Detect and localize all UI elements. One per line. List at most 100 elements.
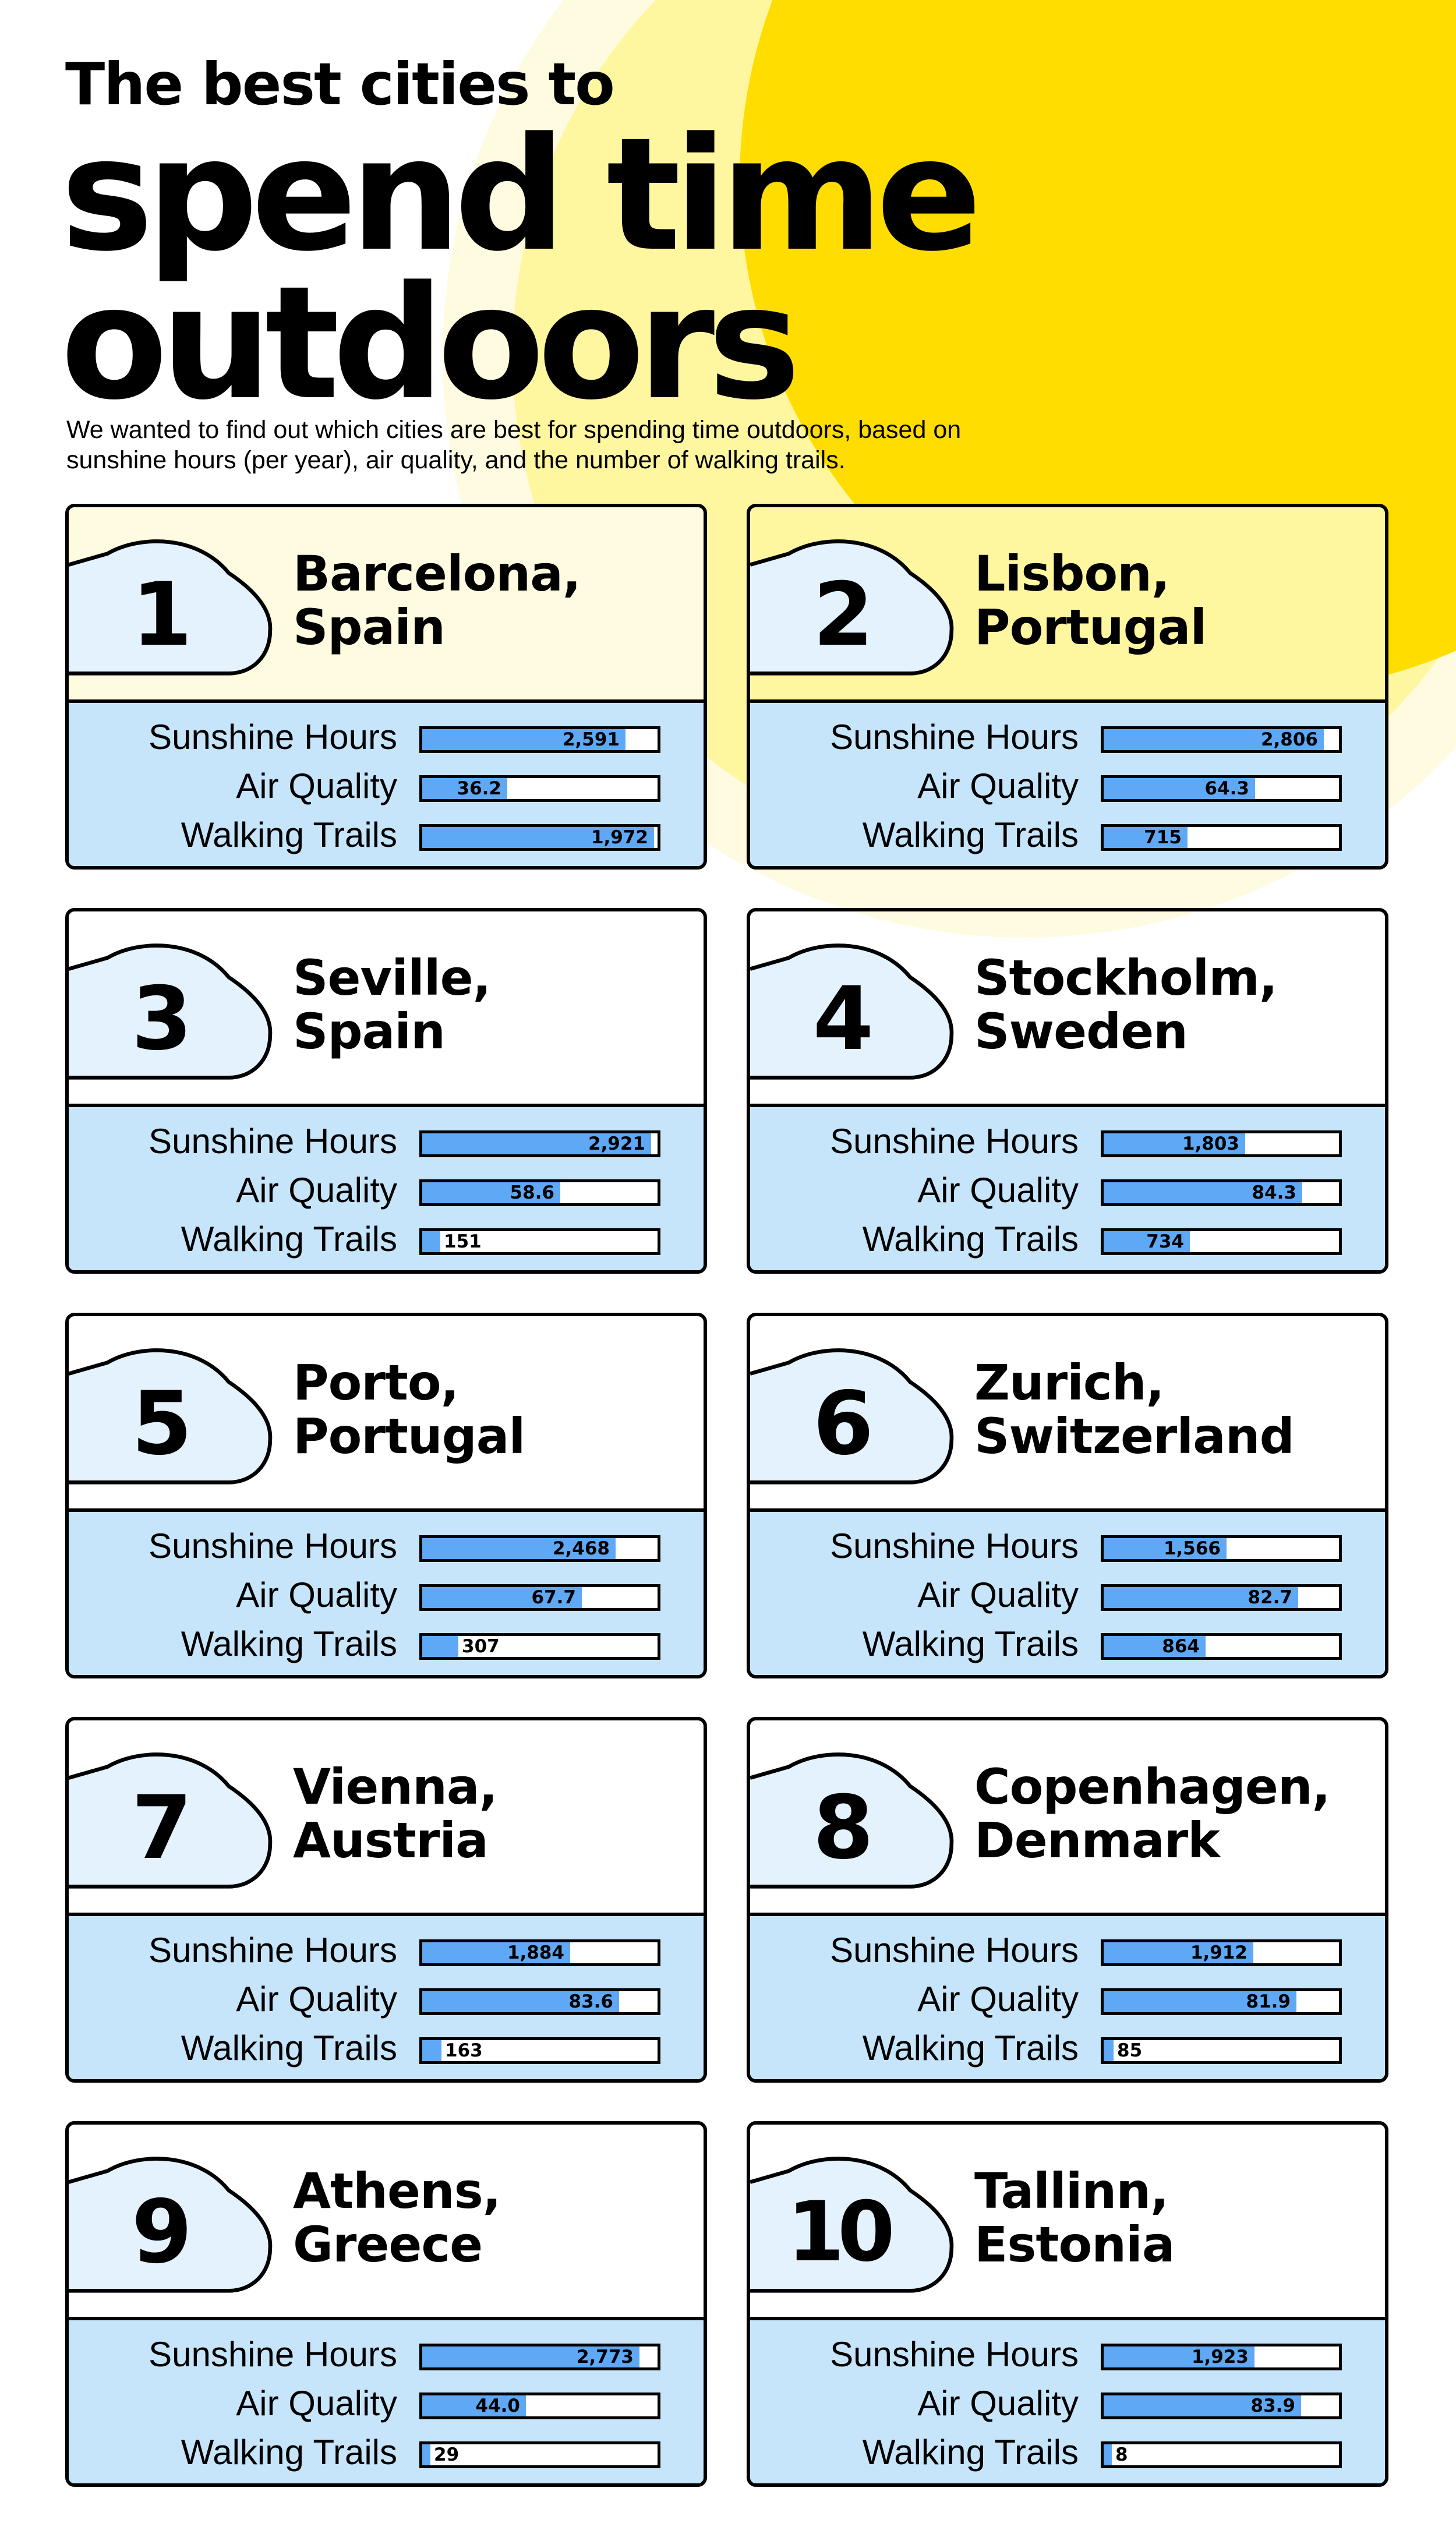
metric-row-sunshine: Sunshine Hours 1,923 xyxy=(750,2334,1385,2375)
bar-sunshine xyxy=(422,2346,639,2367)
metric-row-air: Air Quality 83.9 xyxy=(750,2383,1385,2424)
bar-trails xyxy=(1104,1231,1190,1252)
bar-track: 1,923 xyxy=(1101,2344,1342,2370)
bar-value-label: 58.6 xyxy=(510,1182,555,1203)
metric-label: Walking Trails xyxy=(862,815,1079,854)
bar-track: 67.7 xyxy=(419,1584,660,1611)
bar-track: 83.6 xyxy=(419,1988,660,2015)
bar-value-label: 64.3 xyxy=(1204,778,1250,799)
city-name-line-1: Lisbon, xyxy=(974,545,1170,602)
city-name: Athens, Greece xyxy=(293,2164,701,2271)
bar-track: 85 xyxy=(1101,2037,1342,2064)
metric-label: Walking Trails xyxy=(862,1624,1079,1663)
bar-trails xyxy=(1104,2444,1112,2465)
metric-row-trails: Walking Trails 864 xyxy=(750,1624,1385,1664)
title-line-1: The best cities to xyxy=(65,50,615,118)
bar-sunshine xyxy=(422,1538,616,1559)
bar-air xyxy=(422,1991,619,2012)
bar-value-label: 83.9 xyxy=(1250,2395,1296,2416)
city-name: Vienna, Austria xyxy=(293,1760,701,1867)
card-header: 1 Barcelona, Spain xyxy=(69,507,704,699)
card-header: 7 Vienna, Austria xyxy=(69,1720,704,1913)
bar-sunshine xyxy=(422,729,625,750)
subtitle: We wanted to find out which cities are b… xyxy=(66,416,962,474)
metric-row-sunshine: Sunshine Hours 1,884 xyxy=(69,1930,704,1971)
bar-track: 151 xyxy=(419,1228,660,1255)
rank-number: 4 xyxy=(812,969,874,1070)
metric-label: Air Quality xyxy=(236,766,397,805)
metric-row-sunshine: Sunshine Hours 2,806 xyxy=(750,717,1385,758)
city-card: 1 Barcelona, Spain Sunshine Hours 2,591 Air Q… xyxy=(65,504,707,870)
city-card: 4 Stockholm, Sweden Sunshine Hours 1,803 Air … xyxy=(747,908,1388,1274)
bar-air xyxy=(1104,1991,1296,2012)
bar-trails xyxy=(422,1636,458,1657)
card-header: 10 Tallinn, Estonia xyxy=(750,2125,1385,2317)
metric-row-air: Air Quality 81.9 xyxy=(750,1979,1385,2020)
city-name-line-2: Austria xyxy=(293,1812,489,1869)
metric-row-air: Air Quality 82.7 xyxy=(750,1575,1385,1616)
metric-label: Sunshine Hours xyxy=(830,1931,1079,1970)
city-name: Stockholm, Sweden xyxy=(974,951,1382,1058)
card-header: 6 Zurich, Switzerland xyxy=(750,1316,1385,1508)
metric-label: Sunshine Hours xyxy=(830,1122,1079,1161)
rank-number: 8 xyxy=(812,1777,874,1879)
bar-value-label: 85 xyxy=(1117,2040,1143,2061)
metric-row-sunshine: Sunshine Hours 1,566 xyxy=(750,1526,1385,1567)
bar-value-label: 82.7 xyxy=(1248,1587,1293,1608)
metric-row-sunshine: Sunshine Hours 2,921 xyxy=(69,1121,704,1162)
cloud-icon xyxy=(69,539,273,676)
bar-value-label: 81.9 xyxy=(1246,1991,1291,2012)
bar-track: 163 xyxy=(419,2037,660,2064)
bar-track: 307 xyxy=(419,1633,660,1660)
metric-label: Air Quality xyxy=(917,766,1079,805)
bar-value-label: 2,468 xyxy=(552,1538,610,1559)
metric-label: Walking Trails xyxy=(862,2028,1079,2068)
city-name: Porto, Portugal xyxy=(293,1356,701,1463)
bar-track: 1,803 xyxy=(1101,1130,1342,1157)
bar-track: 2,468 xyxy=(419,1535,660,1562)
bar-track: 2,806 xyxy=(1101,726,1342,753)
city-name: Copenhagen, Denmark xyxy=(974,1760,1382,1867)
city-card: 6 Zurich, Switzerland Sunshine Hours 1,566 Ai… xyxy=(747,1313,1388,1678)
metric-row-air: Air Quality 36.2 xyxy=(69,766,704,807)
bar-value-label: 163 xyxy=(445,2040,483,2061)
bar-track: 864 xyxy=(1101,1633,1342,1660)
cloud-icon xyxy=(750,539,954,676)
city-name-line-1: Seville, xyxy=(293,949,491,1006)
bar-value-label: 2,921 xyxy=(588,1133,645,1154)
bar-value-label: 734 xyxy=(1146,1231,1184,1252)
metric-row-trails: Walking Trails 307 xyxy=(69,1624,704,1664)
bar-air xyxy=(1104,778,1255,799)
bar-track: 82.7 xyxy=(1101,1584,1342,1611)
rank-number: 10 xyxy=(787,2184,895,2280)
metric-row-trails: Walking Trails 29 xyxy=(69,2432,704,2473)
metric-row-sunshine: Sunshine Hours 1,803 xyxy=(750,1121,1385,1162)
city-name-line-2: Greece xyxy=(293,2216,483,2273)
bar-sunshine xyxy=(1104,729,1324,750)
bar-air xyxy=(422,1587,582,1608)
title-line-2: spend time xyxy=(61,104,982,286)
city-name-line-2: Estonia xyxy=(974,2216,1175,2273)
bar-trails xyxy=(422,827,654,848)
metric-row-air: Air Quality 44.0 xyxy=(69,2383,704,2424)
bar-value-label: 36.2 xyxy=(457,778,502,799)
bar-track: 2,921 xyxy=(419,1130,660,1157)
metric-label: Walking Trails xyxy=(181,815,397,854)
bar-track: 1,566 xyxy=(1101,1535,1342,1562)
bar-track: 64.3 xyxy=(1101,775,1342,802)
city-name-line-1: Athens, xyxy=(293,2162,501,2220)
bar-track: 58.6 xyxy=(419,1179,660,1206)
metric-label: Sunshine Hours xyxy=(830,718,1079,757)
bar-track: 1,912 xyxy=(1101,1939,1342,1966)
bar-track: 44.0 xyxy=(419,2392,660,2419)
bar-trails xyxy=(422,1231,440,1252)
metric-label: Sunshine Hours xyxy=(830,1526,1079,1565)
bar-air xyxy=(422,1182,560,1203)
bar-value-label: 1,566 xyxy=(1163,1538,1221,1559)
bar-value-label: 84.3 xyxy=(1252,1182,1297,1203)
metric-label: Air Quality xyxy=(917,1980,1079,2019)
bar-air xyxy=(1104,1182,1302,1203)
metric-label: Walking Trails xyxy=(181,2433,397,2472)
cloud-icon xyxy=(69,2157,273,2293)
city-name-line-2: Spain xyxy=(293,599,446,656)
